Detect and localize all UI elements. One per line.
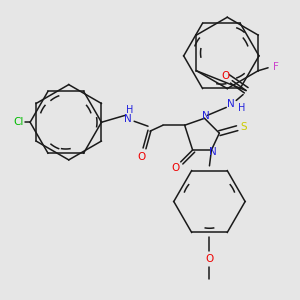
Text: H: H (127, 105, 134, 116)
Text: O: O (172, 163, 180, 173)
Text: Cl: Cl (13, 117, 23, 127)
Text: F: F (273, 62, 279, 72)
Text: O: O (137, 152, 145, 162)
Text: N: N (227, 99, 235, 110)
Text: N: N (202, 111, 209, 121)
Text: H: H (238, 103, 246, 113)
Text: N: N (208, 147, 216, 157)
Text: O: O (221, 71, 230, 81)
Text: O: O (205, 254, 214, 264)
Text: S: S (241, 122, 247, 132)
Text: N: N (124, 114, 132, 124)
